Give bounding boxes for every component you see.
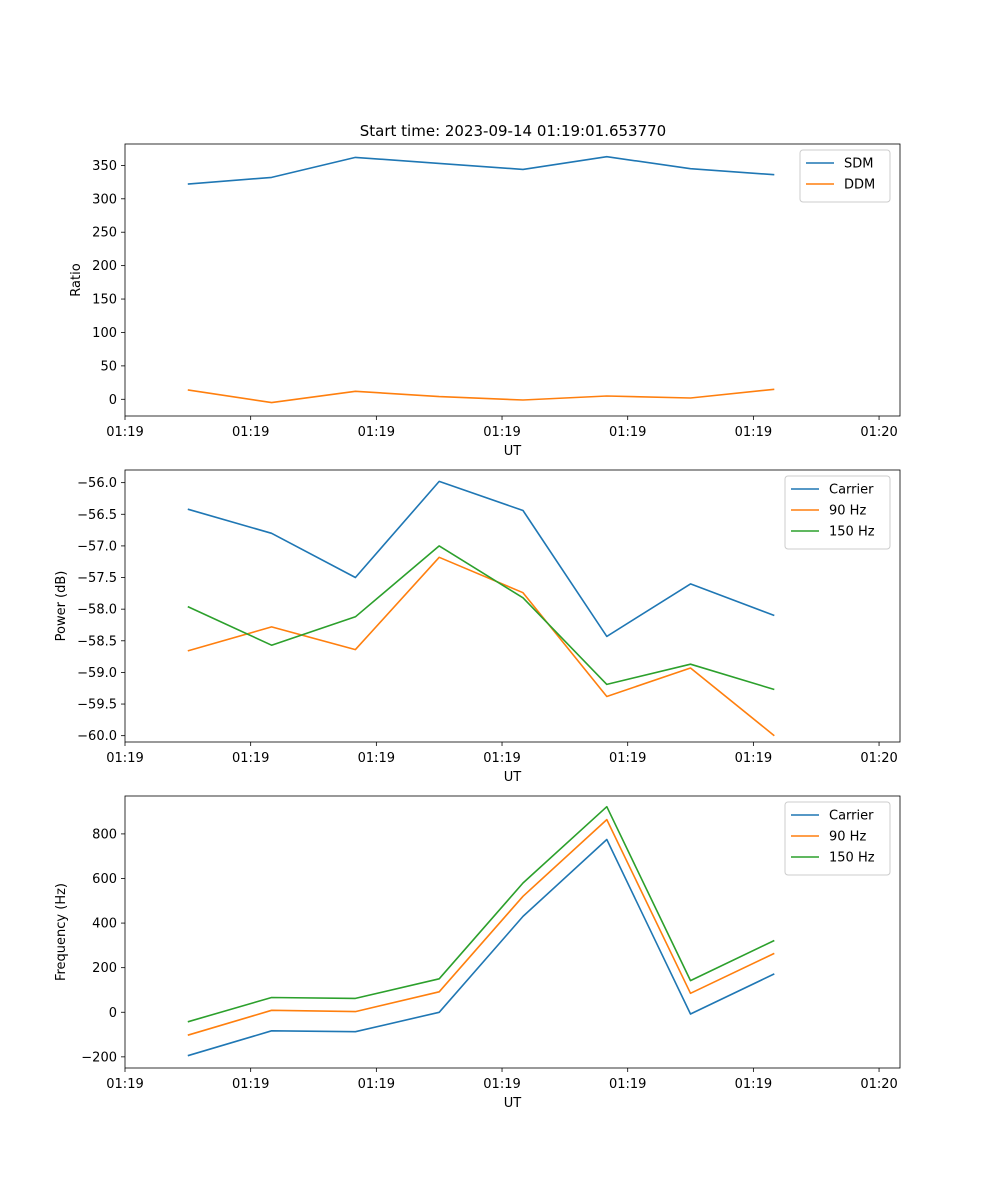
y-tick-label: −56.0 [77, 476, 117, 491]
x-tick-label: 01:19 [358, 751, 395, 766]
y-tick-label: 0 [109, 1006, 117, 1021]
legend-label-ddm: DDM [844, 178, 875, 193]
legend: Carrier 90 Hz 150 Hz [784, 475, 891, 550]
x-tick-label: 01:19 [735, 751, 772, 766]
x-tick-label: 01:20 [860, 1077, 897, 1092]
x-tick-label: 01:19 [735, 1077, 772, 1092]
legend: SDM DDM [799, 149, 891, 203]
series-line-ddm [187, 388, 775, 404]
x-tick-label: 01:19 [106, 751, 143, 766]
series-line-carrier [187, 838, 775, 1057]
legend-label-carrier: Carrier [829, 483, 874, 498]
x-tick-label: 01:19 [232, 425, 269, 440]
y-axis-label: Ratio [69, 263, 84, 296]
x-tick-label: 01:19 [358, 1077, 395, 1092]
y-tick-label: 600 [92, 872, 117, 887]
y-tick-label: 0 [109, 393, 117, 408]
x-tick-label: 01:19 [232, 1077, 269, 1092]
y-axis-label: Frequency (Hz) [54, 883, 69, 981]
legend-label-90-hz: 90 Hz [829, 504, 866, 519]
panel-1: 01:19 01:19 01:19 01:19 01:19 01:19 01:20 0 50 10… [69, 143, 901, 459]
y-tick-label: 350 [92, 159, 117, 174]
panel-3: 01:19 01:19 01:19 01:19 01:19 01:19 01:20 −200 0… [54, 795, 901, 1111]
axes-frame [124, 469, 901, 743]
axes-frame [124, 143, 901, 417]
y-tick-label: 150 [92, 293, 117, 308]
x-axis-label: UT [504, 444, 522, 459]
series-line-150-hz [187, 805, 775, 1023]
panel-2: 01:19 01:19 01:19 01:19 01:19 01:19 01:20 −60.0… [54, 469, 901, 785]
series-line-150-hz [187, 545, 775, 691]
axes-frame [124, 795, 901, 1069]
x-tick-label: 01:19 [358, 425, 395, 440]
y-tick-label: 800 [92, 827, 117, 842]
x-tick-label: 01:20 [860, 751, 897, 766]
y-tick-label: −58.0 [77, 603, 117, 618]
y-tick-label: −59.5 [77, 698, 117, 713]
y-axis-label: Power (dB) [54, 571, 69, 642]
y-tick-label: −57.5 [77, 571, 117, 586]
x-tick-label: 01:19 [735, 425, 772, 440]
y-tick-label: −59.0 [77, 666, 117, 681]
y-tick-label: 400 [92, 917, 117, 932]
legend-label-90-hz: 90 Hz [829, 830, 866, 845]
x-tick-label: 01:19 [106, 1077, 143, 1092]
y-tick-label: −58.5 [77, 634, 117, 649]
series-line-90-hz [187, 818, 775, 1036]
y-tick-label: 250 [92, 226, 117, 241]
legend: Carrier 90 Hz 150 Hz [784, 801, 891, 876]
y-tick-label: −200 [81, 1050, 117, 1065]
x-tick-label: 01:19 [232, 751, 269, 766]
y-tick-label: 50 [100, 359, 117, 374]
x-tick-label: 01:20 [860, 425, 897, 440]
y-tick-label: −57.0 [77, 539, 117, 554]
y-tick-label: −56.5 [77, 508, 117, 523]
x-tick-label: 01:19 [609, 1077, 646, 1092]
legend-label-carrier: Carrier [829, 809, 874, 824]
legend-label-sdm: SDM [844, 157, 873, 172]
legend-label-150-hz: 150 Hz [829, 851, 875, 866]
x-tick-label: 01:19 [483, 751, 520, 766]
y-tick-label: 300 [92, 192, 117, 207]
series-line-carrier [187, 480, 775, 638]
x-axis-label: UT [504, 770, 522, 785]
x-tick-label: 01:19 [483, 425, 520, 440]
x-tick-label: 01:19 [483, 1077, 520, 1092]
y-tick-label: 200 [92, 961, 117, 976]
y-tick-label: −60.0 [77, 729, 117, 744]
y-tick-label: 100 [92, 326, 117, 341]
x-tick-label: 01:19 [609, 425, 646, 440]
y-tick-label: 200 [92, 259, 117, 274]
x-tick-label: 01:19 [609, 751, 646, 766]
x-axis-label: UT [504, 1096, 522, 1111]
series-line-90-hz [187, 556, 775, 737]
legend-label-150-hz: 150 Hz [829, 525, 875, 540]
figure-title: Start time: 2023-09-14 01:19:01.653770 [360, 122, 666, 140]
x-tick-label: 01:19 [106, 425, 143, 440]
series-line-sdm [187, 155, 775, 185]
